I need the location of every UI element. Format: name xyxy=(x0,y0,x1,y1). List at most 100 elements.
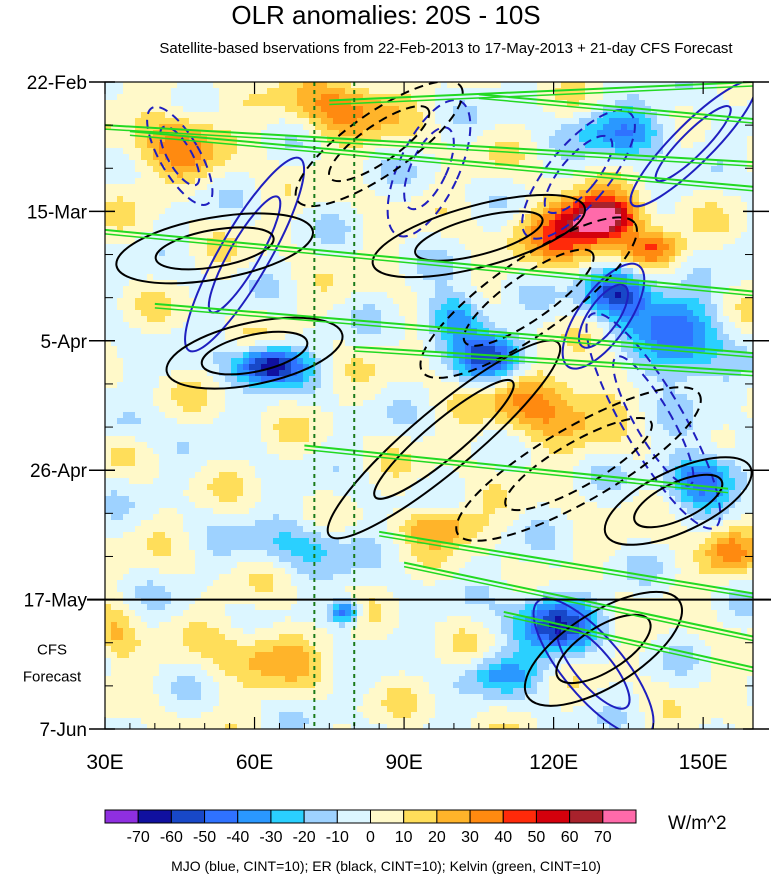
olr-cell xyxy=(117,112,124,119)
olr-cell xyxy=(285,154,292,161)
olr-cell xyxy=(255,406,262,413)
olr-cell xyxy=(363,418,370,425)
olr-cell xyxy=(165,154,172,161)
olr-cell xyxy=(147,550,154,557)
olr-cell xyxy=(285,148,292,155)
olr-cell xyxy=(111,130,118,137)
olr-cell xyxy=(375,82,382,89)
olr-cell xyxy=(261,556,268,563)
olr-cell xyxy=(141,148,148,155)
olr-cell xyxy=(303,664,310,671)
olr-cell xyxy=(243,388,250,395)
olr-cell xyxy=(357,130,364,137)
olr-cell xyxy=(123,676,130,683)
olr-cell xyxy=(231,154,238,161)
olr-cell xyxy=(303,574,310,581)
olr-cell xyxy=(369,472,376,479)
olr-cell xyxy=(249,484,256,491)
olr-cell xyxy=(273,112,280,119)
olr-cell xyxy=(225,538,232,545)
olr-cell xyxy=(237,424,244,431)
olr-cell xyxy=(267,322,274,329)
olr-cell xyxy=(237,274,244,281)
olr-cell xyxy=(171,286,178,293)
olr-cell xyxy=(315,100,322,107)
olr-cell xyxy=(297,124,304,131)
olr-cell xyxy=(105,346,112,353)
olr-cell xyxy=(135,562,142,569)
olr-cell xyxy=(135,514,142,521)
olr-cell xyxy=(297,382,304,389)
olr-cell xyxy=(159,100,166,107)
olr-cell xyxy=(183,706,190,713)
olr-cell xyxy=(237,364,244,371)
olr-cell xyxy=(165,268,172,275)
olr-cell xyxy=(357,688,364,695)
olr-cell xyxy=(165,472,172,479)
olr-cell xyxy=(153,202,160,209)
olr-cell xyxy=(267,424,274,431)
olr-cell xyxy=(141,430,148,437)
olr-cell xyxy=(195,718,202,725)
olr-cell xyxy=(279,598,286,605)
olr-cell xyxy=(153,478,160,485)
olr-cell xyxy=(153,508,160,515)
olr-cell xyxy=(315,358,322,365)
olr-cell xyxy=(117,610,124,617)
olr-cell xyxy=(105,220,112,227)
olr-cell xyxy=(357,724,364,729)
olr-cell xyxy=(303,598,310,605)
olr-cell xyxy=(357,622,364,629)
olr-cell xyxy=(267,670,274,677)
olr-cell xyxy=(141,550,148,557)
olr-cell xyxy=(189,598,196,605)
olr-cell xyxy=(249,634,256,641)
olr-cell xyxy=(309,622,316,629)
olr-cell xyxy=(153,274,160,281)
olr-cell xyxy=(333,202,340,209)
olr-cell xyxy=(321,718,328,725)
olr-cell xyxy=(315,658,322,665)
olr-cell xyxy=(273,676,280,683)
olr-cell xyxy=(147,520,154,527)
olr-cell xyxy=(195,196,202,203)
olr-cell xyxy=(309,604,316,611)
olr-cell xyxy=(267,664,274,671)
olr-cell xyxy=(255,196,262,203)
olr-cell xyxy=(207,520,214,527)
olr-cell xyxy=(123,166,130,173)
olr-cell xyxy=(105,124,112,131)
olr-cell xyxy=(339,184,346,191)
olr-cell xyxy=(147,640,154,647)
olr-cell xyxy=(345,418,352,425)
olr-cell xyxy=(315,256,322,263)
olr-cell xyxy=(207,412,214,419)
olr-cell xyxy=(339,616,346,623)
olr-cell xyxy=(105,496,112,503)
olr-cell xyxy=(165,400,172,407)
olr-cell xyxy=(201,154,208,161)
olr-cell xyxy=(309,142,316,149)
olr-cell xyxy=(297,718,304,725)
olr-cell xyxy=(327,724,334,729)
olr-cell xyxy=(213,592,220,599)
olr-cell xyxy=(369,124,376,131)
olr-cell xyxy=(225,640,232,647)
olr-cell xyxy=(159,436,166,443)
olr-cell xyxy=(237,676,244,683)
olr-cell xyxy=(207,118,214,125)
olr-cell xyxy=(339,172,346,179)
olr-cell xyxy=(297,322,304,329)
olr-cell xyxy=(147,274,154,281)
olr-cell xyxy=(207,706,214,713)
olr-cell xyxy=(219,520,226,527)
olr-cell xyxy=(207,454,214,461)
olr-cell xyxy=(333,658,340,665)
olr-cell xyxy=(225,166,232,173)
olr-cell xyxy=(135,634,142,641)
olr-cell xyxy=(165,346,172,353)
olr-cell xyxy=(177,406,184,413)
olr-cell xyxy=(153,112,160,119)
olr-cell xyxy=(135,190,142,197)
olr-cell xyxy=(153,412,160,419)
